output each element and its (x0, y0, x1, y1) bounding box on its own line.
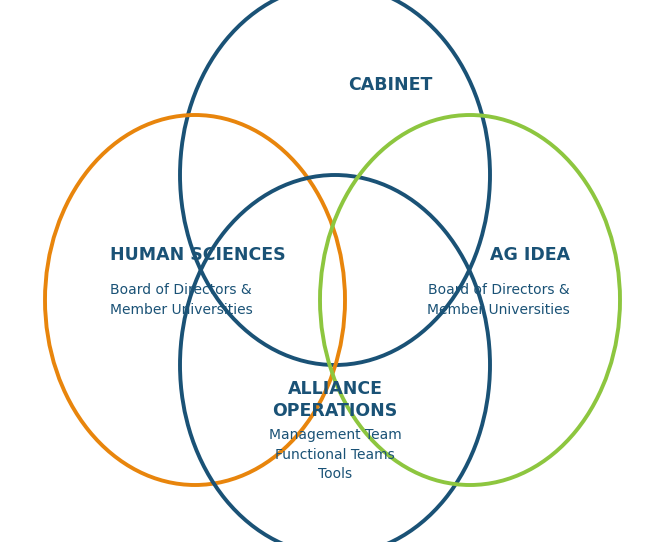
Text: Management Team
Functional Teams
Tools: Management Team Functional Teams Tools (269, 429, 402, 481)
Text: CABINET: CABINET (348, 76, 432, 94)
Text: HUMAN SCIENCES: HUMAN SCIENCES (110, 246, 286, 264)
Text: ALLIANCE
OPERATIONS: ALLIANCE OPERATIONS (273, 380, 398, 420)
Text: AG IDEA: AG IDEA (490, 246, 570, 264)
Text: Board of Directors &
Member Universities: Board of Directors & Member Universities (427, 283, 570, 317)
Text: Board of Directors &
Member Universities: Board of Directors & Member Universities (110, 283, 253, 317)
